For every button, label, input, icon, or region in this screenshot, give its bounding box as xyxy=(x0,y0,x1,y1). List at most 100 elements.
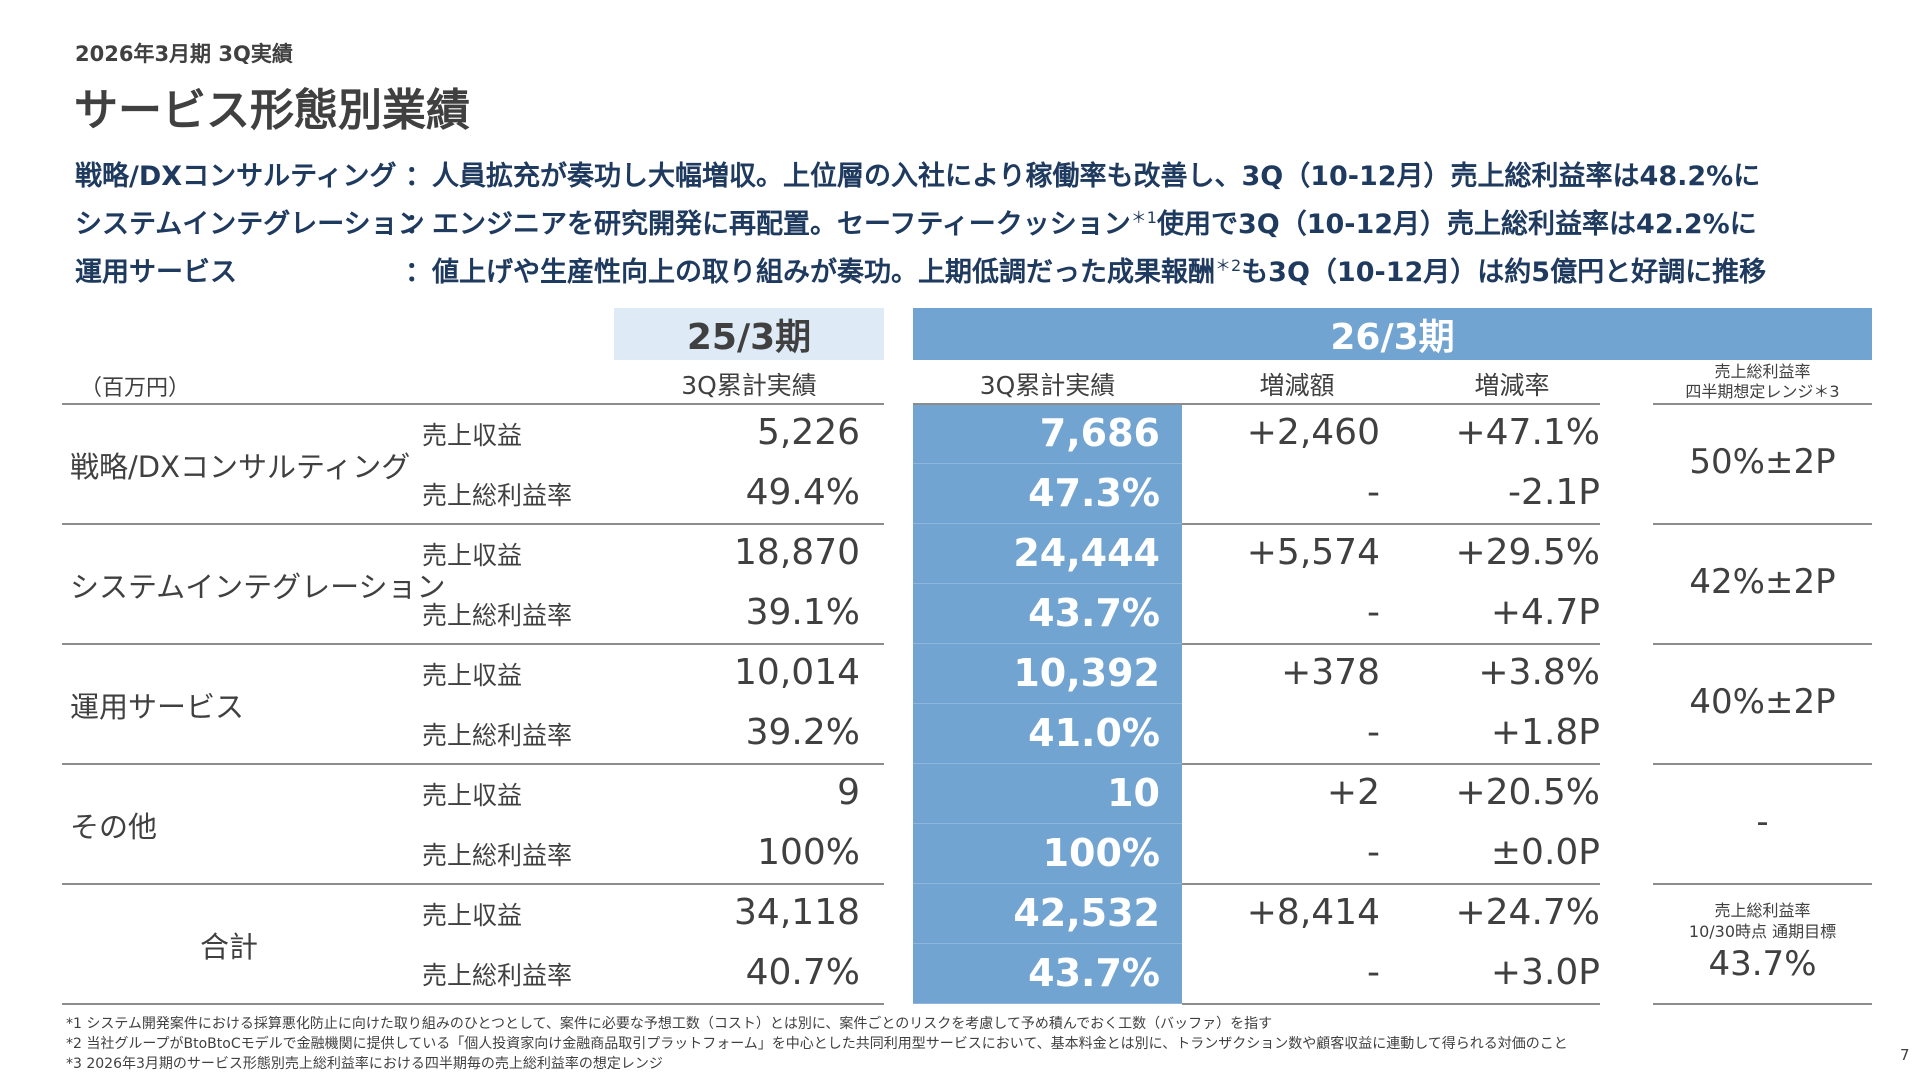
table-rule xyxy=(62,523,884,525)
value-prev: 39.2% xyxy=(745,712,860,753)
footnote-3: *3 2026年3月期のサービス形態別売上総利益率における四半期毎の売上総利益率… xyxy=(66,1056,663,1072)
value-cur: 41.0% xyxy=(1028,711,1160,755)
table-rule xyxy=(1653,523,1872,525)
table-rule xyxy=(1653,763,1872,765)
value-diff: +378 xyxy=(1281,652,1380,693)
col-rate-header: 増減率 xyxy=(1474,371,1550,400)
table-rule xyxy=(1182,1003,1600,1005)
row-divider xyxy=(913,583,1182,584)
table-rule xyxy=(1182,523,1600,525)
value-diff: - xyxy=(1367,592,1380,633)
footnote-1: *1 システム開発案件における採算悪化防止に向けた取り組みのひとつとして、案件に… xyxy=(66,1016,1273,1032)
unit-label: （百万円） xyxy=(80,376,191,401)
value-cur: 43.7% xyxy=(1028,591,1160,635)
row-divider xyxy=(913,1003,1182,1004)
row-category: システムインテグレーション xyxy=(70,570,446,604)
value-rate: ±0.0P xyxy=(1490,832,1600,873)
value-prev: 34,118 xyxy=(734,892,860,933)
row-divider xyxy=(913,523,1182,524)
strategy-text-cont: も3Q（10-12月）は約5億円と好調に推移 xyxy=(1241,257,1767,288)
row-divider xyxy=(913,943,1182,944)
table-rule xyxy=(1653,1003,1872,1005)
row-item-label: 売上総利益率 xyxy=(422,601,573,630)
col-diff-header: 増減額 xyxy=(1259,371,1335,400)
strategy-label: 戦略/DXコンサルティング xyxy=(75,161,397,192)
gross-margin-range: 50%±2P xyxy=(1689,442,1836,482)
value-diff: +8,414 xyxy=(1246,892,1380,933)
row-divider xyxy=(913,703,1182,704)
value-rate: +3.8% xyxy=(1478,652,1600,693)
col-range-header-line2: 四半期想定レンジ＊3 xyxy=(1685,382,1840,401)
value-diff: - xyxy=(1367,472,1380,513)
value-cur: 7,686 xyxy=(1039,411,1160,455)
value-rate: +24.7% xyxy=(1455,892,1600,933)
period-cur-header: 26/3期 xyxy=(913,308,1872,360)
col-prev-header: 3Q累計実績 xyxy=(681,371,817,400)
col-cur-header: 3Q累計実績 xyxy=(979,371,1116,400)
footnote-ref: ＊2 xyxy=(1215,256,1242,275)
table-rule xyxy=(1653,643,1872,645)
table-rule xyxy=(1182,883,1600,885)
strategy-line-consulting: 戦略/DXコンサルティング ：人員拡充が奏功し大幅増収。上位層の入社により稼働率も… xyxy=(75,154,1760,193)
value-prev: 5,226 xyxy=(756,412,860,453)
value-rate: +3.0P xyxy=(1490,952,1600,993)
target-box: 売上総利益率 10/30時点 通期目標 43.7% xyxy=(1653,900,1872,986)
row-divider xyxy=(913,763,1182,764)
strategy-text: ：人員拡充が奏功し大幅増収。上位層の入社により稼働率も改善し、3Q（10-12月… xyxy=(405,161,1761,192)
row-item-label: 売上収益 xyxy=(422,781,523,810)
row-item-label: 売上総利益率 xyxy=(422,481,573,510)
value-rate: +29.5% xyxy=(1455,532,1600,573)
footnote-ref: ＊1 xyxy=(1130,208,1157,227)
value-prev: 39.1% xyxy=(745,592,860,633)
row-divider xyxy=(913,883,1182,884)
value-diff: +2 xyxy=(1326,772,1380,813)
row-item-label: 売上収益 xyxy=(422,541,523,570)
table-rule xyxy=(1653,403,1872,405)
value-cur: 24,444 xyxy=(1013,531,1160,575)
value-rate: +47.1% xyxy=(1455,412,1600,453)
row-item-label: 売上収益 xyxy=(422,661,523,690)
strategy-text: ：エンジニアを研究開発に再配置。セーフティークッション xyxy=(405,209,1131,240)
row-item-label: 売上収益 xyxy=(422,421,523,450)
col-range-header: 売上総利益率 四半期想定レンジ＊3 xyxy=(1653,362,1872,402)
row-category: その他 xyxy=(70,810,158,844)
value-diff: - xyxy=(1367,832,1380,873)
value-rate: +20.5% xyxy=(1455,772,1600,813)
col-range-header-line1: 売上総利益率 xyxy=(1714,362,1811,381)
target-label1: 売上総利益率 xyxy=(1714,901,1811,920)
value-prev: 40.7% xyxy=(745,952,860,993)
value-prev: 9 xyxy=(837,772,860,813)
table-rule xyxy=(1182,643,1600,645)
gross-margin-range: - xyxy=(1756,802,1769,842)
row-category: 戦略/DXコンサルティング xyxy=(70,450,411,484)
row-divider xyxy=(913,823,1182,824)
value-cur: 100% xyxy=(1042,831,1160,875)
value-rate: -2.1P xyxy=(1508,472,1600,513)
value-cur: 10 xyxy=(1107,771,1160,815)
row-item-label: 売上総利益率 xyxy=(422,721,573,750)
value-diff: - xyxy=(1367,952,1380,993)
value-prev: 18,870 xyxy=(734,532,860,573)
footnote-2: *2 当社グループがBtoBtoCモデルで金融機関に提供している「個人投資家向け… xyxy=(66,1036,1568,1052)
target-label2: 10/30時点 通期目標 xyxy=(1688,922,1837,941)
period-prev-header: 25/3期 xyxy=(614,308,884,360)
row-item-label: 売上収益 xyxy=(422,901,523,930)
target-value: 43.7% xyxy=(1708,944,1817,984)
table-rule xyxy=(62,1003,884,1005)
table-rule xyxy=(1653,883,1872,885)
row-divider xyxy=(913,643,1182,644)
table-rule xyxy=(62,883,884,885)
page-title: サービス形態別業績 xyxy=(74,85,470,136)
row-category: 合計 xyxy=(200,930,259,964)
table-rule xyxy=(1182,763,1600,765)
value-prev: 49.4% xyxy=(745,472,860,513)
row-item-label: 売上総利益率 xyxy=(422,961,573,990)
gross-margin-range: 42%±2P xyxy=(1689,562,1836,602)
value-cur: 10,392 xyxy=(1013,651,1160,695)
strategy-label: システムインテグレーション xyxy=(75,209,425,240)
table-rule xyxy=(913,403,1600,405)
row-divider xyxy=(913,463,1182,464)
table-rule xyxy=(62,403,884,405)
row-category: 運用サービス xyxy=(70,690,245,724)
value-diff: +2,460 xyxy=(1246,412,1380,453)
